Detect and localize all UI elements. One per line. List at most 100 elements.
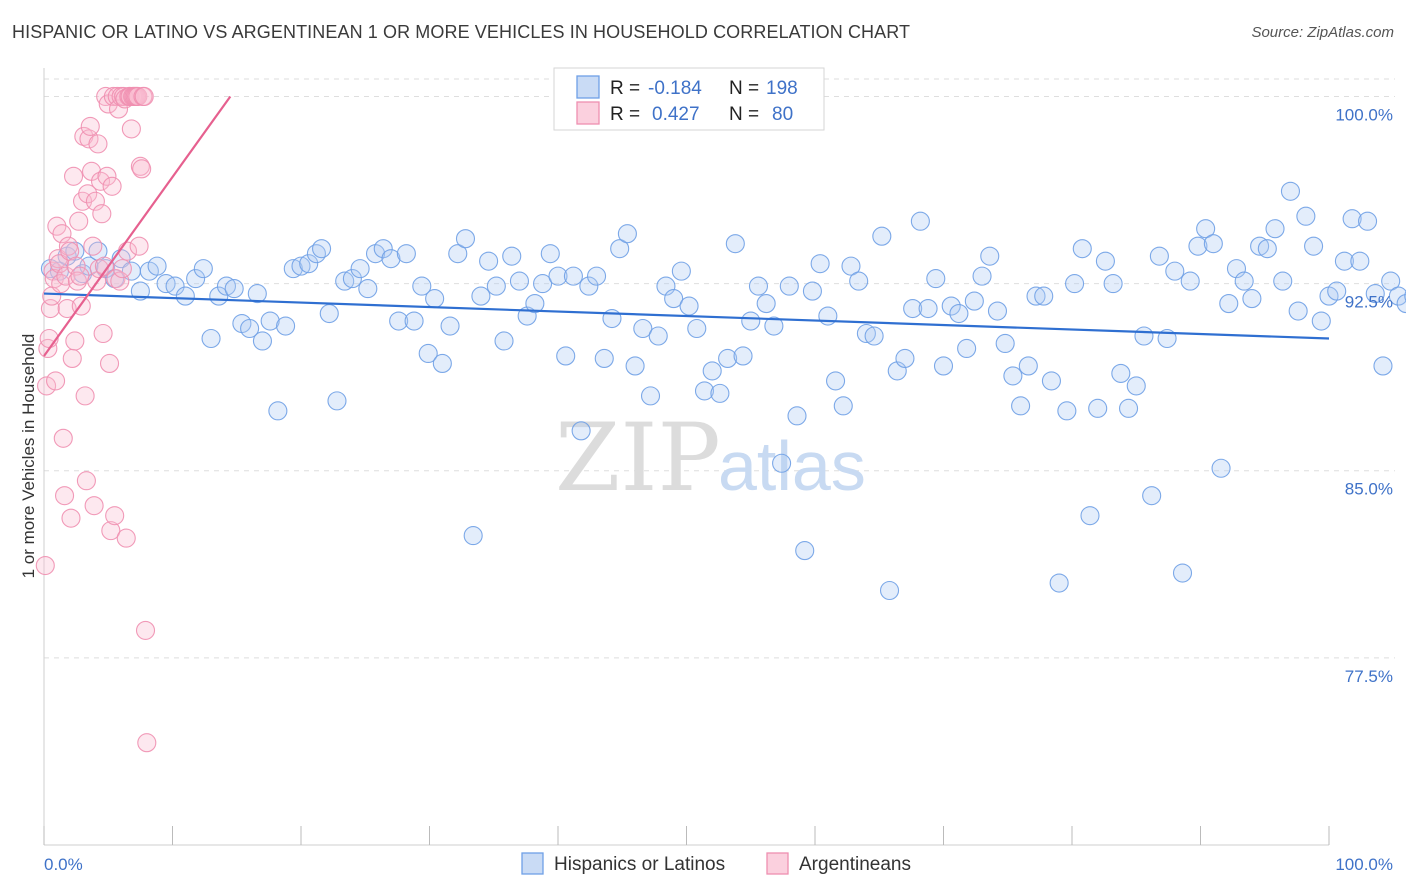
legend-r-value: 0.427 [652, 104, 700, 125]
legend-r-label: R = [610, 104, 640, 125]
data-point [44, 269, 64, 289]
data-point [733, 346, 753, 366]
data-point [1250, 236, 1270, 256]
data-point [1118, 398, 1139, 418]
data-point [617, 224, 637, 244]
data-point [1358, 211, 1378, 231]
data-point [1327, 281, 1347, 301]
data-point [1334, 251, 1354, 271]
data-point [756, 294, 776, 314]
data-point [381, 249, 401, 269]
data-point [53, 428, 73, 448]
data-point [1381, 271, 1401, 291]
series-hispanics-points [40, 181, 1406, 601]
data-point [926, 269, 946, 289]
y-axis-label: 1 or more Vehicles in Household [19, 334, 38, 579]
data-point [1304, 236, 1324, 256]
data-point [373, 239, 393, 259]
data-point [625, 356, 645, 376]
data-point [556, 346, 576, 366]
legend-swatch-argentineans [766, 852, 789, 875]
data-point [980, 246, 1000, 266]
data-point [687, 318, 707, 339]
series-argentineans-points [35, 86, 157, 753]
data-point [78, 184, 98, 204]
axes [43, 68, 1330, 846]
data-point [957, 338, 977, 359]
data-point [1311, 311, 1331, 331]
data-point [129, 236, 149, 256]
data-point [540, 244, 560, 264]
data-point [710, 383, 730, 403]
data-point [130, 281, 150, 301]
source-label: Source: ZipAtlas.com [1251, 24, 1394, 41]
data-point [949, 303, 969, 324]
trend-line-hispanics [43, 292, 1330, 340]
data-point [610, 239, 630, 259]
data-point [525, 294, 545, 314]
data-point [186, 269, 206, 289]
data-point [1111, 363, 1131, 383]
data-point [37, 376, 57, 396]
data-point [216, 276, 237, 296]
legend-stats: R = -0.184 N = 198 R = 0.427 N = 80 [553, 67, 825, 131]
legend-swatch-blue [576, 75, 600, 99]
data-point [826, 371, 846, 391]
data-point [664, 289, 684, 309]
y-tick-label: 77.5% [1345, 667, 1393, 686]
data-point [327, 391, 347, 411]
data-point [35, 555, 55, 576]
data-point [1388, 286, 1406, 306]
data-point [84, 496, 104, 516]
data-point [97, 166, 117, 186]
data-point [1265, 219, 1285, 239]
data-point [818, 306, 838, 326]
data-point [66, 256, 86, 276]
legend-n-value: 80 [772, 104, 793, 125]
y-tick-label: 85.0% [1345, 480, 1393, 499]
data-point [1396, 294, 1406, 314]
data-point [70, 266, 90, 286]
data-point [802, 281, 822, 301]
data-point [903, 299, 923, 319]
data-point [268, 401, 288, 421]
data-point [102, 176, 122, 196]
data-point [112, 259, 132, 279]
data-point [90, 171, 111, 191]
data-point [1026, 286, 1046, 306]
data-point [987, 301, 1008, 321]
data-point [1049, 573, 1069, 593]
data-point [132, 159, 152, 179]
data-point [455, 229, 476, 249]
data-point [312, 239, 332, 259]
data-point [448, 244, 468, 264]
data-point [76, 471, 96, 491]
data-point [1211, 458, 1231, 478]
data-point [810, 254, 830, 274]
data-point [147, 256, 167, 276]
data-point [101, 521, 121, 541]
chart-title: HISPANIC OR LATINO VS ARGENTINEAN 1 OR M… [12, 22, 911, 42]
data-point [1257, 239, 1277, 259]
legend-swatch-pink [576, 101, 600, 125]
data-point [46, 371, 66, 391]
data-point [718, 348, 738, 369]
data-point [283, 259, 303, 279]
data-point [49, 254, 69, 274]
legend-n-value: 198 [766, 78, 798, 99]
data-point [548, 266, 568, 286]
data-point [1095, 251, 1115, 271]
data-point [440, 316, 460, 336]
data-point [833, 396, 853, 416]
data-point [93, 323, 113, 344]
y-tick-labels: 77.5% 85.0% 92.5% 100.0% [1335, 105, 1393, 685]
data-point [342, 269, 362, 289]
watermark-atlas: atlas [718, 427, 866, 505]
watermark: ZIP atlas [555, 404, 866, 513]
data-point [418, 343, 438, 364]
data-point [1041, 371, 1061, 391]
data-point [350, 259, 370, 279]
data-point [1072, 239, 1092, 259]
data-point [108, 99, 129, 119]
data-point [1350, 251, 1370, 271]
